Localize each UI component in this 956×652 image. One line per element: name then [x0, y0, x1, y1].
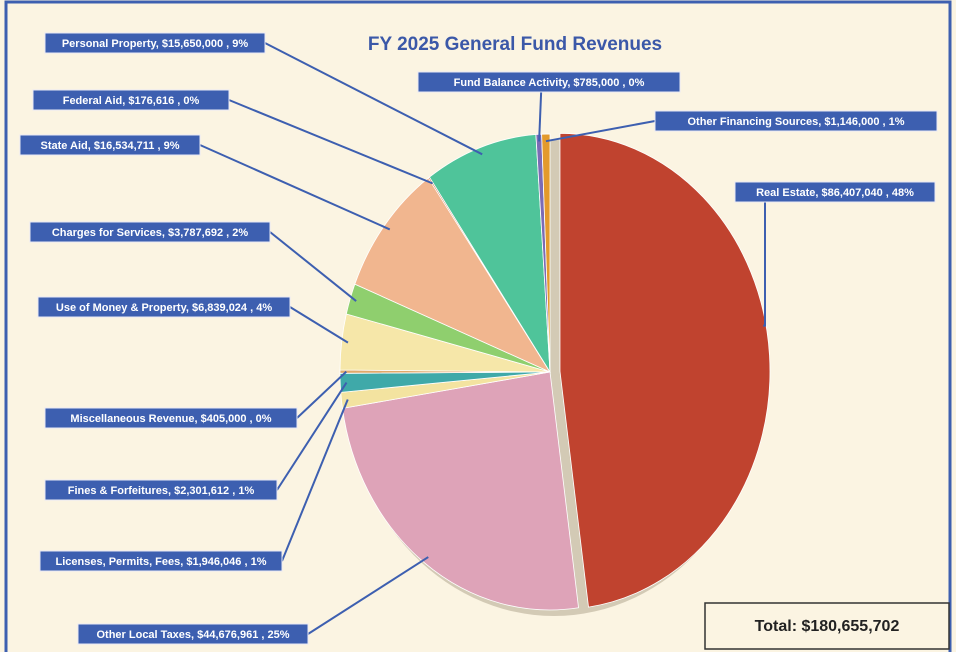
slice-label: Charges for Services, $3,787,692 , 2% — [52, 227, 249, 239]
slice-label: Fines & Forfeitures, $2,301,612 , 1% — [68, 485, 255, 497]
leader-line — [307, 556, 429, 635]
label-box — [39, 550, 283, 572]
leader-line — [538, 91, 543, 142]
label-box — [77, 623, 309, 645]
pie-slice — [541, 133, 551, 373]
pie-slice — [559, 132, 771, 608]
leader-line — [264, 42, 483, 156]
leader-line — [199, 144, 391, 231]
label-box — [19, 134, 201, 156]
leader-line — [228, 99, 433, 185]
label-box — [44, 407, 298, 429]
chart-title: FY 2025 General Fund Revenues — [368, 34, 662, 55]
slice-label: Miscellaneous Revenue, $405,000 , 0% — [70, 413, 271, 425]
slice-label: Licenses, Permits, Fees, $1,946,046 , 1% — [56, 556, 267, 568]
leader-line — [545, 120, 656, 143]
slice-label: Other Financing Sources, $1,146,000 , 1% — [687, 116, 904, 128]
leader-line — [289, 306, 349, 344]
slice-label: Use of Money & Property, $6,839,024 , 4% — [56, 302, 272, 314]
label-box — [29, 221, 271, 243]
leader-line — [276, 381, 348, 491]
label-box — [734, 181, 936, 203]
label-box — [44, 32, 266, 54]
label-box — [417, 71, 681, 93]
slice-label: State Aid, $16,534,711 , 9% — [40, 140, 179, 152]
label-box — [37, 296, 291, 318]
slice-label: Real Estate, $86,407,040 , 48% — [756, 187, 914, 199]
label-box — [654, 110, 938, 132]
frame — [4, 0, 952, 652]
slice-label: Other Local Taxes, $44,676,961 , 25% — [96, 629, 289, 641]
label-box — [44, 479, 278, 501]
slice-label: Personal Property, $15,650,000 , 9% — [62, 38, 249, 50]
total-box — [704, 602, 950, 650]
leader-line — [296, 370, 347, 419]
pie-slice — [354, 177, 552, 373]
leader-line — [763, 202, 766, 327]
pie-slice — [428, 134, 551, 373]
pie-slice — [342, 371, 579, 611]
label-box — [32, 89, 230, 111]
slice-label: Fund Balance Activity, $785,000 , 0% — [454, 77, 645, 89]
slice-label: Federal Aid, $176,616 , 0% — [63, 95, 200, 107]
leader-line — [281, 399, 349, 562]
total-label: Total: $180,655,702 — [755, 618, 900, 635]
leader-line — [269, 231, 357, 302]
